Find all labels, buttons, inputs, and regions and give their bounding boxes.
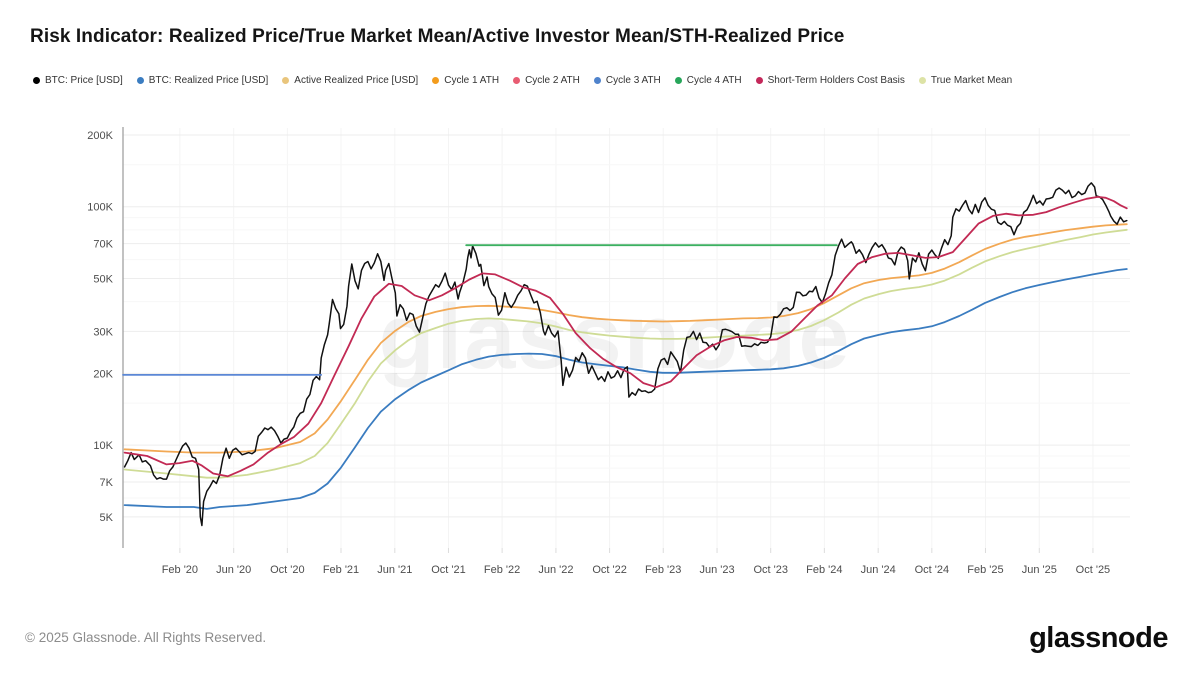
legend-item-label: BTC: Realized Price [USD] (148, 75, 269, 86)
x-axis-label: Oct '23 (753, 564, 788, 576)
legend-item-label: Cycle 3 ATH (605, 75, 661, 86)
legend-item-true-market-mean[interactable]: True Market Mean (918, 75, 1013, 86)
legend-item-cycle-3-ath[interactable]: Cycle 3 ATH (593, 75, 661, 86)
legend-dot-icon (918, 77, 926, 84)
y-axis-label: 100K (87, 202, 113, 214)
legend-item-label: Cycle 2 ATH (525, 75, 580, 86)
series-active-realized-price (123, 223, 1128, 454)
series-true-market-mean (123, 228, 1128, 479)
y-axis-label: 20K (93, 368, 113, 380)
legend-item-label: BTC: Price [USD] (45, 75, 123, 86)
legend-item-cycle-2-ath[interactable]: Cycle 2 ATH (513, 75, 580, 86)
legend-dot-icon (593, 77, 601, 84)
series-btc-price (123, 182, 1128, 527)
legend-dot-icon (432, 77, 440, 84)
legend-item-cycle-4-ath[interactable]: Cycle 4 ATH (674, 75, 742, 86)
y-axis-label: 50K (93, 273, 113, 285)
legend-item-cycle-1-ath[interactable]: Cycle 1 ATH (432, 75, 499, 86)
x-axis-label: Feb '25 (967, 564, 1003, 576)
legend-item-label: Cycle 1 ATH (444, 75, 500, 86)
x-axis-label: Jun '20 (216, 564, 251, 576)
x-axis-label: Jun '21 (377, 564, 412, 576)
x-axis-label: Jun '24 (861, 564, 896, 576)
x-axis-label: Jun '25 (1022, 564, 1057, 576)
legend-item-label: True Market Mean (930, 75, 1013, 86)
x-axis-label: Feb '23 (645, 564, 681, 576)
legend-item-btc-price[interactable]: BTC: Price [USD] (33, 75, 123, 86)
legend-item-sth-cost-basis[interactable]: Short-Term Holders Cost Basis (755, 75, 905, 86)
x-axis-label: Oct '25 (1076, 564, 1111, 576)
x-axis-label: Feb '22 (484, 564, 520, 576)
legend-dot-icon (755, 77, 763, 84)
legend-item-label: Cycle 4 ATH (686, 75, 742, 86)
legend-dot-icon (33, 77, 40, 84)
x-axis-label: Feb '20 (162, 564, 198, 576)
legend-dot-icon (136, 77, 144, 84)
legend-item-label: Short-Term Holders Cost Basis (767, 75, 905, 86)
copyright-text: © 2025 Glassnode. All Rights Reserved. (25, 630, 267, 645)
legend-dot-icon (282, 77, 290, 84)
legend-item-btc-realized-price[interactable]: BTC: Realized Price [USD] (136, 75, 269, 86)
glassnode-logo: glassnode (1029, 622, 1168, 654)
legend-dot-icon (513, 77, 521, 84)
x-axis-label: Jun '23 (699, 564, 734, 576)
legend-item-label: Active Realized Price [USD] (294, 75, 419, 86)
y-axis-label: 70K (93, 239, 113, 251)
x-axis-label: Oct '20 (270, 564, 305, 576)
legend-dot-icon (674, 77, 682, 84)
x-axis-label: Jun '22 (538, 564, 573, 576)
x-axis-label: Feb '24 (806, 564, 842, 576)
legend-item-active-realized-price[interactable]: Active Realized Price [USD] (282, 75, 418, 86)
y-axis-label: 7K (100, 477, 114, 489)
y-axis-label: 200K (87, 130, 113, 142)
x-axis-label: Oct '22 (592, 564, 627, 576)
x-axis-label: Oct '21 (431, 564, 466, 576)
series-sth-cost-basis (123, 196, 1128, 478)
x-axis-label: Oct '24 (915, 564, 950, 576)
y-axis-label: 30K (93, 326, 113, 338)
page-title: Risk Indicator: Realized Price/True Mark… (30, 26, 845, 47)
y-axis-label: 10K (93, 440, 113, 452)
x-axis-label: Feb '21 (323, 564, 359, 576)
y-axis-label: 5K (100, 512, 114, 524)
chart-legend: BTC: Price [USD] BTC: Realized Price [USD… (33, 75, 1012, 86)
series-btc-realized-price (123, 268, 1128, 510)
